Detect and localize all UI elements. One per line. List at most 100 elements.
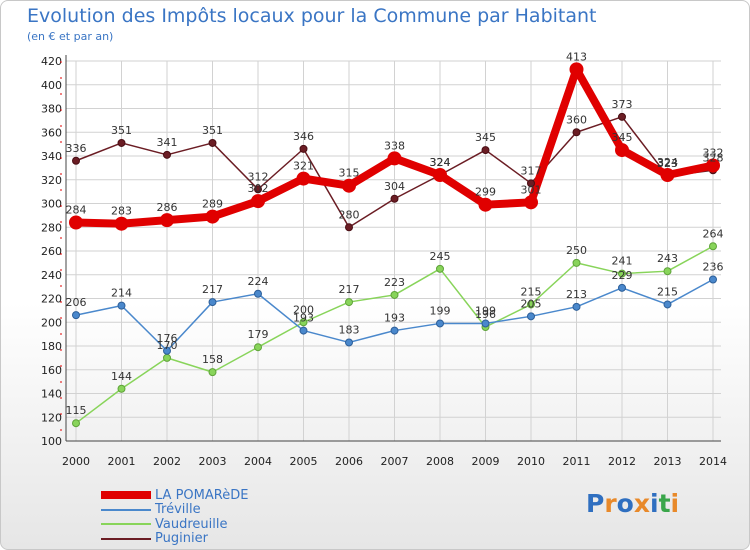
legend-swatch (101, 537, 151, 540)
data-point-la-pomar-de (387, 151, 402, 166)
data-label-puginier: 323 (657, 157, 678, 170)
x-tick-label: 2005 (290, 455, 318, 468)
data-label-puginier: 280 (339, 208, 360, 221)
data-point-puginier (618, 112, 626, 121)
chart-subtitle: (en € et par an) (27, 30, 114, 43)
legend-label: Puginier (155, 531, 208, 546)
data-point-vaudreuille (208, 368, 217, 377)
y-tick-label: 340 (41, 150, 62, 163)
data-label-puginier: 345 (475, 131, 496, 144)
legend-item: Tréville (101, 502, 201, 517)
legend-swatch (101, 491, 151, 499)
data-label-vaudreuille: 215 (521, 285, 542, 298)
data-label-la-pomar-de: 301 (521, 183, 542, 196)
data-point-tr-ville (618, 283, 626, 292)
y-tick-label: 120 (41, 411, 62, 424)
data-label-tr-ville: 183 (339, 323, 360, 336)
data-label-puginier: 351 (202, 124, 223, 137)
legend-label: Tréville (155, 502, 201, 517)
logo-letter: x (633, 489, 650, 518)
data-label-vaudreuille: 144 (111, 370, 132, 383)
data-label-puginier: 351 (111, 124, 132, 137)
data-point-puginier (117, 138, 126, 147)
data-point-vaudreuille (72, 419, 80, 428)
x-tick-label: 2010 (517, 455, 545, 468)
data-point-puginier (72, 156, 80, 165)
data-label-tr-ville: 236 (703, 261, 724, 274)
data-label-la-pomar-de: 302 (248, 182, 269, 195)
y-tick-label: 260 (41, 245, 62, 258)
grid (66, 60, 721, 442)
data-point-puginier (163, 150, 171, 159)
data-point-tr-ville (345, 338, 353, 347)
y-tick-label: 280 (41, 221, 62, 234)
series-points (69, 62, 720, 428)
data-point-la-pomar-de (615, 143, 629, 158)
y-tick-label: 320 (41, 174, 62, 187)
data-label-tr-ville: 215 (657, 285, 678, 298)
data-point-la-pomar-de (524, 195, 538, 210)
data-point-puginier (481, 146, 490, 155)
y-tick-label: 240 (41, 269, 62, 282)
data-label-vaudreuille: 170 (157, 339, 178, 352)
data-label-tr-ville: 205 (521, 297, 542, 310)
data-point-tr-ville (527, 312, 535, 321)
x-tick-label: 2006 (335, 455, 363, 468)
data-label-puginier: 373 (612, 98, 633, 111)
data-point-la-pomar-de (706, 158, 720, 173)
data-point-tr-ville (72, 311, 80, 320)
y-tick-label: 220 (41, 293, 62, 306)
data-point-la-pomar-de (69, 215, 83, 230)
data-point-la-pomar-de (433, 168, 447, 182)
x-tick-label: 2008 (426, 455, 454, 468)
legend-label: LA POMARèDE (155, 487, 249, 503)
data-label-la-pomar-de: 289 (202, 198, 223, 211)
chart-title: Evolution des Impôts locaux pour la Comm… (27, 5, 597, 27)
y-tick-label: 300 (41, 198, 62, 211)
data-label-vaudreuille: 179 (248, 328, 269, 341)
data-label-vaudreuille: 217 (339, 283, 360, 296)
legend-swatch (101, 523, 151, 525)
data-label-tr-ville: 199 (475, 304, 496, 317)
y-tick-label: 160 (41, 364, 62, 377)
legend-item: LA POMARèDE (101, 487, 249, 503)
data-point-puginier (345, 223, 353, 232)
x-tick-label: 2003 (199, 455, 227, 468)
x-tick-label: 2001 (108, 455, 136, 468)
legend-label: Vaudreuille (155, 516, 228, 532)
data-label-vaudreuille: 245 (430, 250, 451, 263)
data-label-tr-ville: 206 (66, 296, 87, 309)
data-point-la-pomar-de (660, 168, 675, 182)
data-label-tr-ville: 193 (293, 312, 314, 325)
data-point-tr-ville (709, 275, 717, 284)
legend-item: Puginier (101, 531, 208, 546)
logo-letter: r (604, 489, 617, 518)
data-label-la-pomar-de: 413 (566, 50, 587, 63)
data-label-tr-ville: 176 (157, 332, 178, 345)
data-label-vaudreuille: 200 (293, 303, 314, 316)
legend-item: Vaudreuille (101, 516, 228, 532)
data-label-tr-ville: 199 (430, 304, 451, 317)
y-tick-label: 420 (41, 55, 62, 68)
data-label-tr-ville: 217 (202, 283, 223, 296)
data-label-la-pomar-de: 345 (612, 131, 633, 144)
data-label-tr-ville: 214 (111, 287, 132, 300)
data-label-vaudreuille: 158 (202, 353, 223, 366)
data-label-vaudreuille: 115 (66, 404, 87, 417)
data-point-tr-ville (481, 319, 490, 328)
data-point-la-pomar-de (160, 213, 174, 228)
data-point-puginier (390, 194, 399, 203)
data-label-puginier: 324 (430, 156, 451, 169)
data-label-la-pomar-de: 286 (157, 201, 178, 214)
data-point-tr-ville (663, 300, 672, 309)
data-point-la-pomar-de (251, 194, 265, 209)
data-point-vaudreuille (527, 300, 535, 309)
data-label-puginier: 312 (248, 170, 269, 183)
data-point-puginier (299, 144, 308, 153)
data-point-vaudreuille (618, 269, 626, 278)
logo-letter: t (658, 489, 671, 518)
data-label-la-pomar-de: 315 (339, 167, 360, 180)
